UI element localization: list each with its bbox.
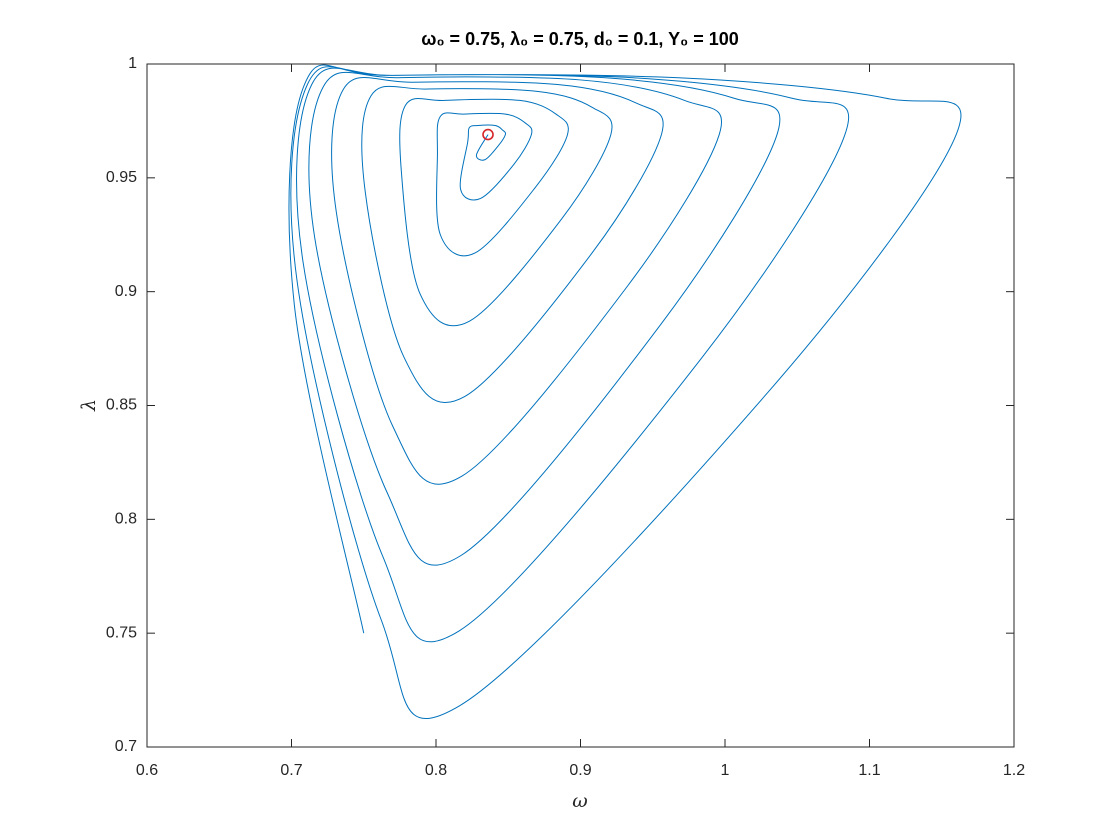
y-tick-label: 0.9	[115, 283, 137, 300]
x-tick-label: 0.8	[425, 762, 447, 779]
y-tick-label: 1	[128, 55, 137, 72]
y-tick-label: 0.75	[106, 624, 137, 641]
trajectory	[288, 64, 962, 719]
x-tick-label: 1.2	[1003, 762, 1025, 779]
y-tick-label: 0.95	[106, 169, 137, 186]
y-tick-label: 0.85	[106, 397, 137, 414]
x-tick-label: 0.6	[136, 762, 158, 779]
x-tick-label: 1	[721, 762, 730, 779]
chart-title: ω₀ = 0.75, λ₀ = 0.75, d₀ = 0.1, Y₀ = 100	[421, 29, 739, 49]
x-tick-label: 0.9	[569, 762, 591, 779]
x-tick-label: 0.7	[280, 762, 302, 779]
marker	[482, 128, 494, 141]
x-axis-label: ω	[572, 790, 588, 812]
y-tick-label: 0.8	[115, 511, 137, 528]
y-tick-label: 0.7	[115, 738, 137, 755]
axes-box	[146, 63, 1015, 748]
y-axis-label: λ	[78, 399, 100, 412]
x-tick-label: 1.1	[858, 762, 880, 779]
